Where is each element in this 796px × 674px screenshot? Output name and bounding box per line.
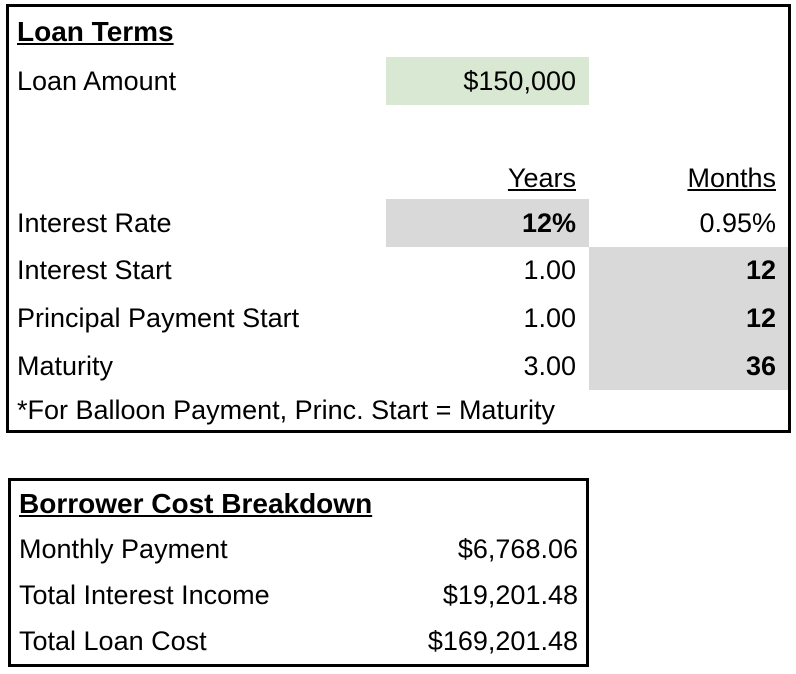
table-row-total-loan-cost: Total Loan Cost $169,201.48: [11, 618, 586, 664]
balloon-payment-footnote: *For Balloon Payment, Princ. Start = Mat…: [17, 395, 555, 425]
monthly-payment-value: $6,768.06: [457, 533, 578, 564]
months-column-header: Months: [687, 162, 776, 193]
maturity-label: Maturity: [17, 350, 114, 381]
interest-start-months-input-cell[interactable]: 12: [589, 247, 788, 294]
table-row-interest-rate: Interest Rate 12% 0.95%: [9, 199, 788, 247]
interest-start-years-value: 1.00: [523, 255, 576, 285]
years-column-header: Years: [507, 162, 576, 193]
borrower-cost-title: Borrower Cost Breakdown: [19, 487, 373, 519]
borrower-cost-section: Borrower Cost Breakdown Monthly Payment …: [8, 478, 589, 667]
interest-rate-label: Interest Rate: [17, 207, 172, 238]
loan-amount-row: Loan Amount $150,000: [9, 57, 788, 105]
loan-amount-empty-cell: [589, 57, 788, 105]
table-row-interest-start: Interest Start 1.00 12: [9, 247, 788, 294]
table-row-principal-payment-start: Principal Payment Start 1.00 12: [9, 294, 788, 342]
loan-amount-label: Loan Amount: [17, 65, 177, 96]
interest-start-label: Interest Start: [17, 255, 172, 285]
monthly-payment-label: Monthly Payment: [19, 533, 228, 564]
principal-payment-start-label: Principal Payment Start: [17, 302, 300, 333]
table-row-maturity: Maturity 3.00 36: [9, 342, 788, 390]
column-header-row: Years Months: [9, 157, 788, 199]
loan-terms-title-row: Loan Terms: [9, 7, 788, 57]
total-loan-cost-label: Total Loan Cost: [19, 625, 207, 656]
maturity-years-value: 3.00: [523, 350, 576, 381]
principal-payment-start-months-input-cell[interactable]: 12: [589, 294, 788, 342]
interest-rate-years-input-cell[interactable]: 12%: [386, 199, 589, 247]
footnote-row: *For Balloon Payment, Princ. Start = Mat…: [9, 390, 788, 431]
loan-amount-input-cell[interactable]: $150,000: [386, 57, 589, 105]
total-interest-income-label: Total Interest Income: [19, 579, 270, 610]
total-interest-income-value: $19,201.48: [442, 579, 578, 610]
table-row-monthly-payment: Monthly Payment $6,768.06: [11, 526, 586, 572]
interest-rate-months-value: 0.95%: [699, 207, 776, 238]
total-loan-cost-value: $169,201.48: [427, 625, 578, 656]
principal-payment-start-years-value: 1.00: [523, 302, 576, 333]
maturity-months-input-cell[interactable]: 36: [589, 342, 788, 390]
loan-terms-title: Loan Terms: [17, 16, 174, 47]
borrower-cost-title-row: Borrower Cost Breakdown: [11, 481, 586, 526]
spacer-row: [9, 105, 788, 157]
table-row-total-interest-income: Total Interest Income $19,201.48: [11, 572, 586, 618]
loan-terms-section: Loan Terms Loan Amount $150,000 Years Mo…: [6, 4, 791, 433]
